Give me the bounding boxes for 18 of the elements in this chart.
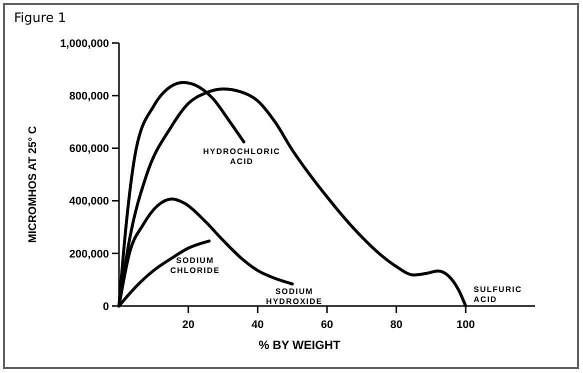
x-tick-label: 60 (320, 319, 334, 331)
y-tick-label: 600,000 (69, 143, 109, 156)
y-tick-label: 0 (102, 300, 109, 313)
y-tick-label: 1,000,000 (60, 38, 109, 50)
x-tick-label: 20 (182, 319, 194, 331)
y-tick-label: 800,000 (69, 90, 109, 102)
y-axis-title: MICROMHOS AT 25° C (27, 126, 39, 243)
chart-title: Figure 1 (14, 11, 66, 26)
x-tick-label: 40 (252, 319, 264, 331)
series-label: SODIUM HYDROXIDE (266, 286, 323, 306)
x-axis-title: % BY WEIGHT (258, 338, 342, 352)
series-label: HYDROCHLORIC ACID (203, 146, 280, 166)
series-label: SULFURIC ACID (474, 285, 522, 304)
y-tick-label: 400,000 (69, 196, 109, 208)
y-tick-label: 200,000 (69, 248, 109, 260)
x-tick-label: 100 (456, 319, 475, 331)
series-label: SODIUM CHLORIDE (170, 256, 220, 276)
x-tick-label: 80 (390, 319, 402, 331)
